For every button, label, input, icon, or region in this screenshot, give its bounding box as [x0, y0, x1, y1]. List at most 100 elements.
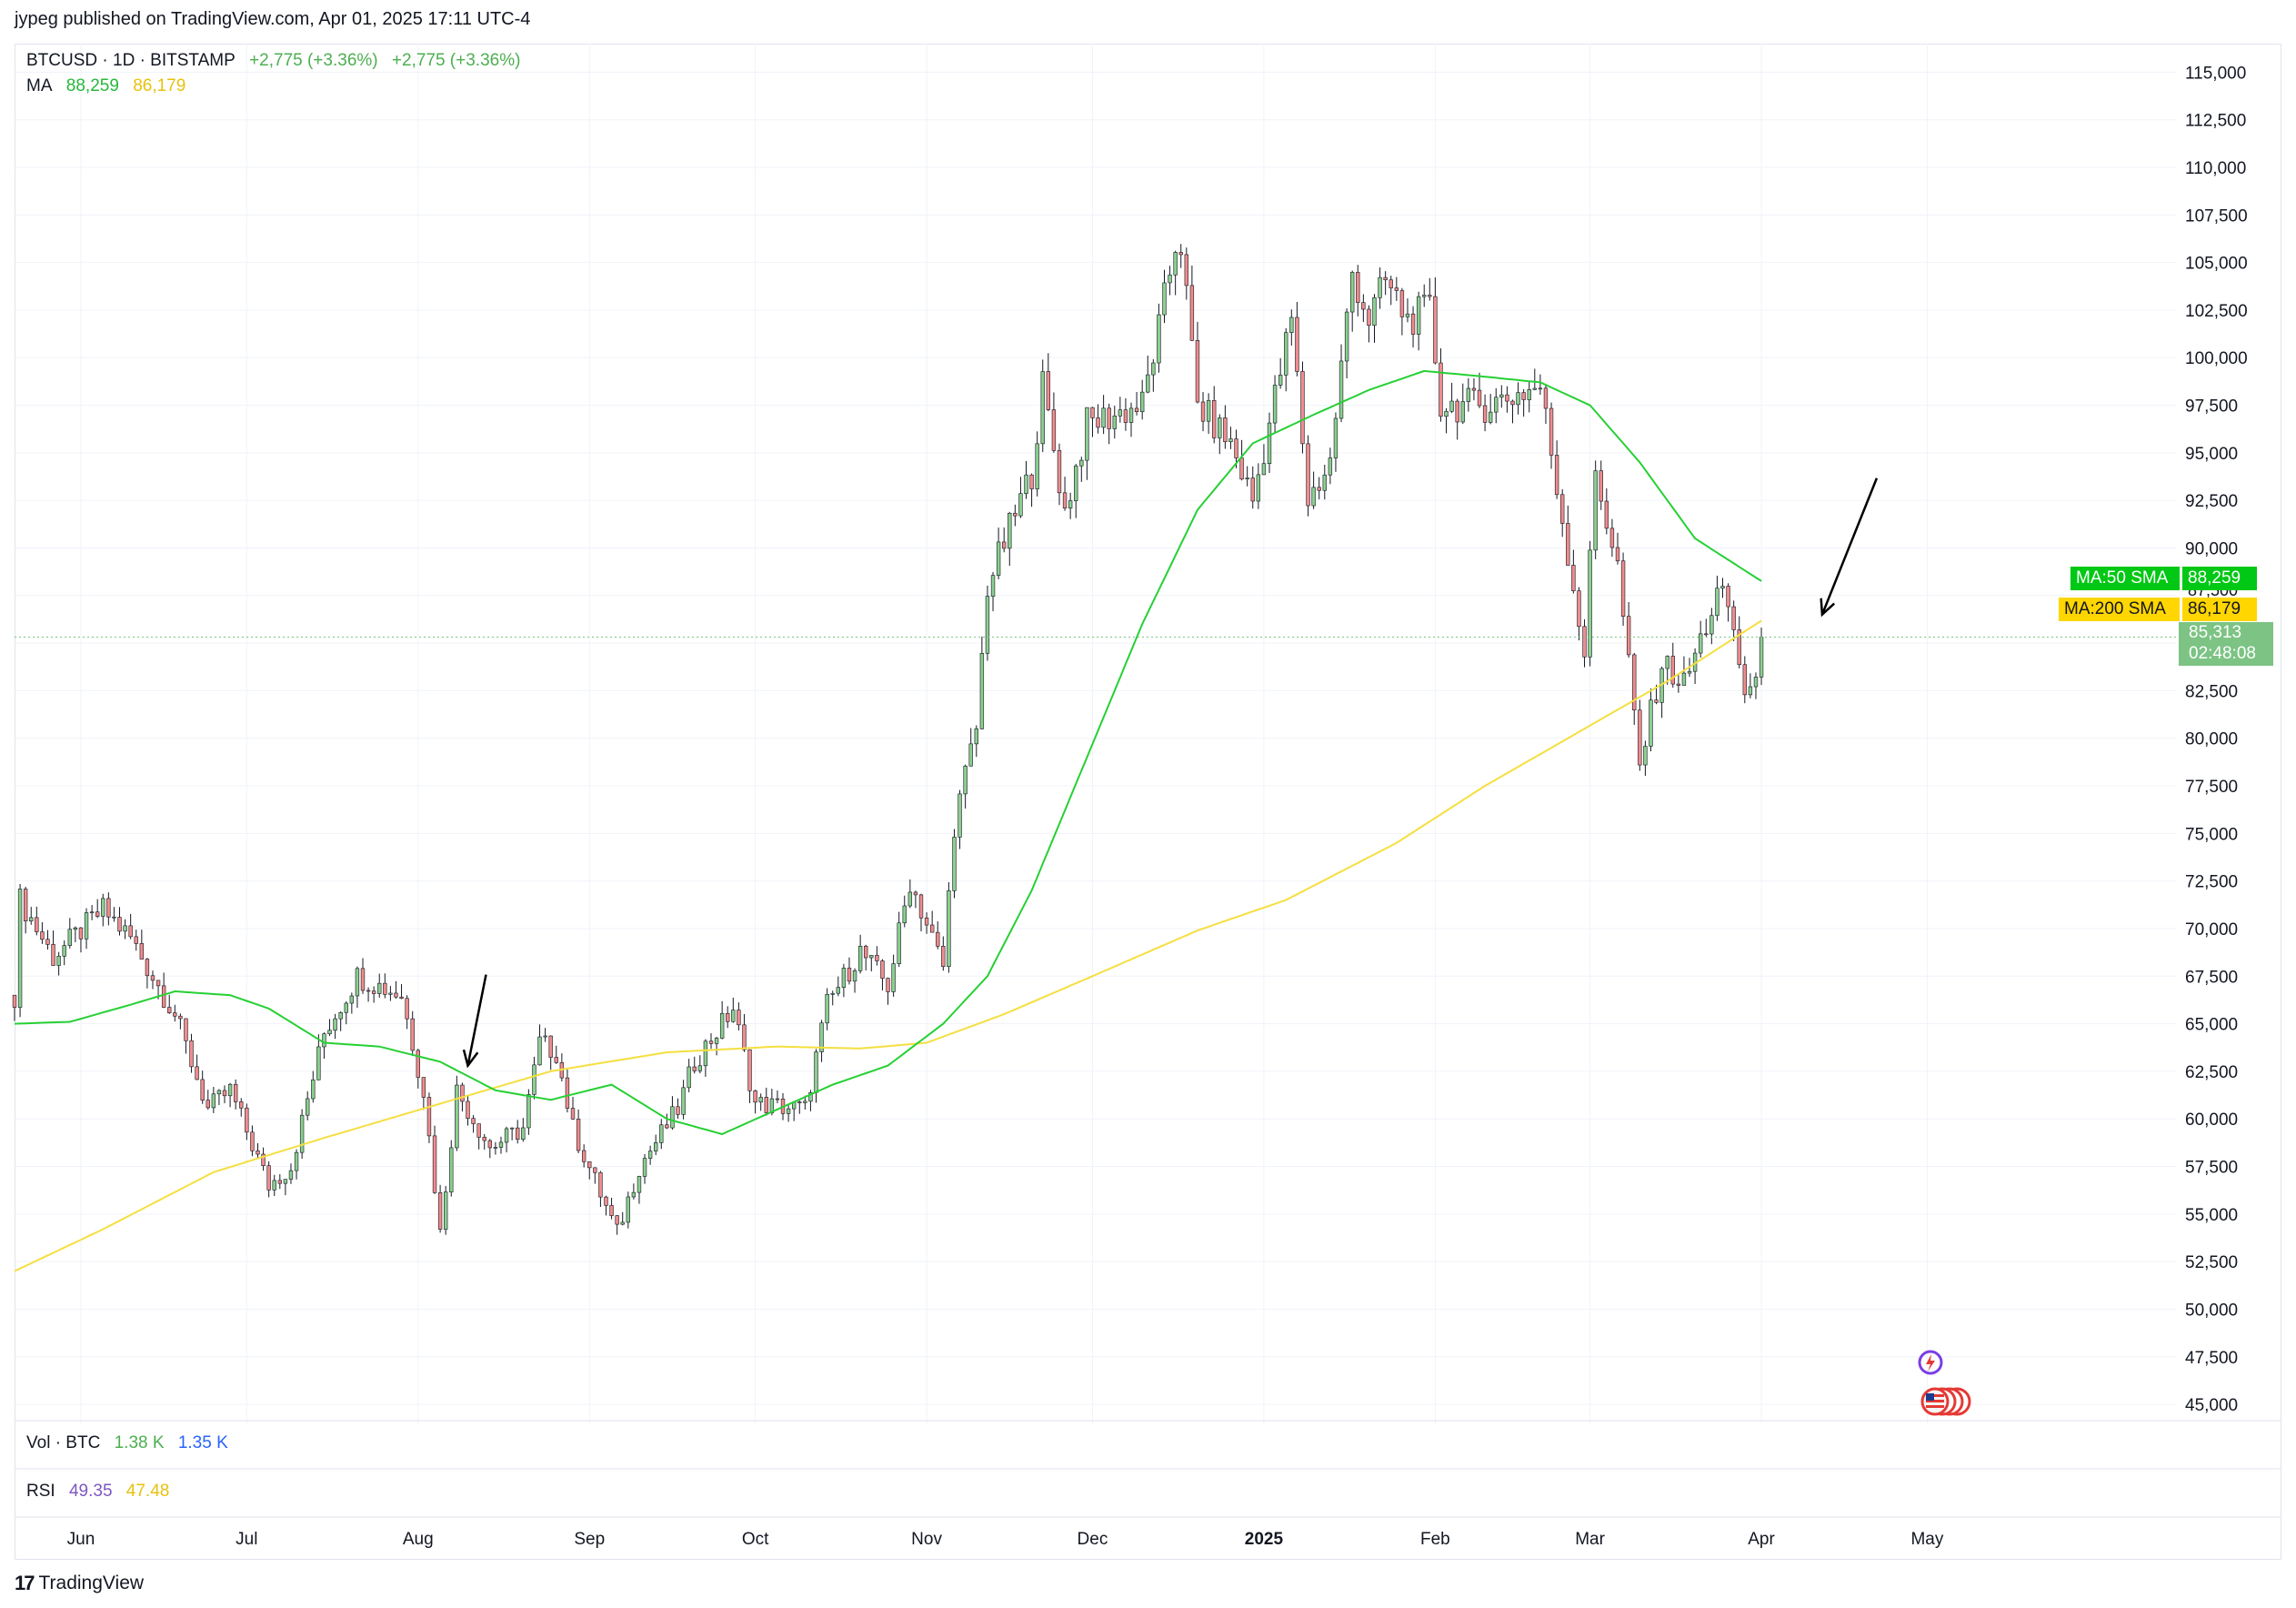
symbol-legend: BTCUSD · 1D · BITSTAMP +2,775 (+3.36%) +… [26, 51, 529, 71]
candle-up [338, 1011, 343, 1020]
candle-up [29, 917, 34, 921]
candle-up [719, 1012, 725, 1039]
ma-label[interactable]: MA [26, 76, 53, 95]
annotation-arrow [466, 974, 487, 1066]
candle-down [1178, 252, 1183, 256]
candle-up [1284, 332, 1288, 376]
candle-down [593, 1167, 597, 1173]
candle-down [1212, 400, 1217, 438]
candle-up [659, 1124, 664, 1143]
candle-up [1665, 656, 1669, 669]
candle-up [996, 541, 1001, 576]
candle-down [913, 891, 918, 896]
candle-up [1378, 276, 1382, 298]
candle-down [426, 1097, 432, 1137]
y-tick-label: 105,000 [2185, 255, 2248, 274]
volume-legend[interactable]: Vol · BTC 1.38 K 1.35 K [26, 1433, 237, 1453]
candle-up [647, 1151, 653, 1159]
us-flag-event-icon[interactable] [1920, 1386, 1973, 1417]
candle-down [1428, 295, 1432, 297]
x-tick-label: Mar [1575, 1530, 1605, 1549]
candle-down [1096, 417, 1100, 428]
candle-up [814, 1051, 818, 1093]
candle-down [1654, 699, 1659, 703]
candle-up [1101, 407, 1106, 428]
candle-down [482, 1137, 486, 1141]
ma50-line [14, 369, 1762, 1136]
candle-up [1272, 385, 1278, 424]
candle-up [543, 1035, 547, 1038]
candle-down [1554, 455, 1559, 496]
candle-up [1715, 588, 1719, 617]
candle-up [681, 1087, 686, 1115]
candle-down [570, 1108, 576, 1120]
candle-up [836, 987, 840, 994]
x-tick-label: Dec [1078, 1530, 1108, 1549]
candle-down [581, 1150, 587, 1162]
candle-up [1649, 699, 1653, 747]
candle-down [764, 1097, 768, 1113]
candle-up [958, 793, 962, 838]
candle-down [1184, 254, 1188, 286]
y-tick-label: 75,000 [2185, 825, 2238, 844]
candle-up [509, 1127, 515, 1130]
candle-down [516, 1127, 520, 1141]
candle-down [609, 1205, 614, 1216]
candle-down [1615, 547, 1620, 562]
y-tick-label: 112,500 [2185, 112, 2246, 131]
rsi-legend[interactable]: RSI 49.35 47.48 [26, 1482, 178, 1502]
candle-up [84, 912, 89, 940]
candle-down [726, 1012, 730, 1022]
candle-up [968, 743, 973, 767]
arrow-head-icon [462, 1049, 479, 1069]
y-tick-label: 50,000 [2185, 1301, 2238, 1320]
candle-up [67, 929, 72, 946]
candle-up [327, 1030, 332, 1035]
candle-up [388, 992, 393, 995]
candle-down [95, 911, 100, 917]
candle-up [1499, 394, 1504, 398]
candle-up [1157, 314, 1161, 364]
candle-down [665, 1124, 669, 1129]
y-tick-label: 55,000 [2185, 1206, 2238, 1225]
candle-down [366, 990, 371, 992]
y-tick-label: 67,500 [2185, 968, 2238, 987]
candle-up [493, 1147, 498, 1149]
candle-up [1118, 409, 1123, 417]
candle-up [1328, 457, 1333, 476]
candle-down [1013, 512, 1018, 517]
tradingview-logo[interactable]: 17 TradingView [15, 1572, 144, 1595]
candle-down [1510, 400, 1515, 406]
volume-value-2: 1.35 K [177, 1433, 228, 1452]
last-price-tag: 85,313 02:48:08 [2179, 622, 2273, 666]
candle-down [692, 1066, 697, 1071]
candle-up [808, 1092, 813, 1102]
candle-up [902, 905, 907, 924]
candle-up [637, 1176, 642, 1193]
candle-up [443, 1191, 448, 1230]
symbol-label[interactable]: BTCUSD · 1D · BITSTAMP [26, 51, 236, 70]
candle-down [45, 939, 50, 945]
candle-up [1516, 392, 1520, 406]
candle-down [1670, 656, 1675, 685]
candle-down [266, 1165, 271, 1191]
candle-up [947, 890, 951, 968]
candle-down [1477, 389, 1482, 407]
chart-frame [15, 44, 2281, 1560]
candle-up [211, 1093, 216, 1109]
ma200-value-tag: 86,179 [2182, 598, 2257, 621]
y-tick-label: 110,000 [2185, 159, 2246, 178]
candle-down [1560, 494, 1565, 524]
candle-up [56, 955, 61, 966]
arrow-head-icon [1820, 598, 1836, 618]
volume-label: Vol · BTC [26, 1433, 101, 1452]
candle-up [1720, 586, 1725, 589]
candle-up [1289, 317, 1294, 333]
candle-up [626, 1196, 630, 1223]
y-tick-label: 65,000 [2185, 1016, 2238, 1035]
candle-up [1278, 375, 1283, 386]
candle-down [924, 917, 929, 926]
lightning-event-icon[interactable] [1916, 1349, 1943, 1376]
candle-up [1228, 438, 1233, 443]
